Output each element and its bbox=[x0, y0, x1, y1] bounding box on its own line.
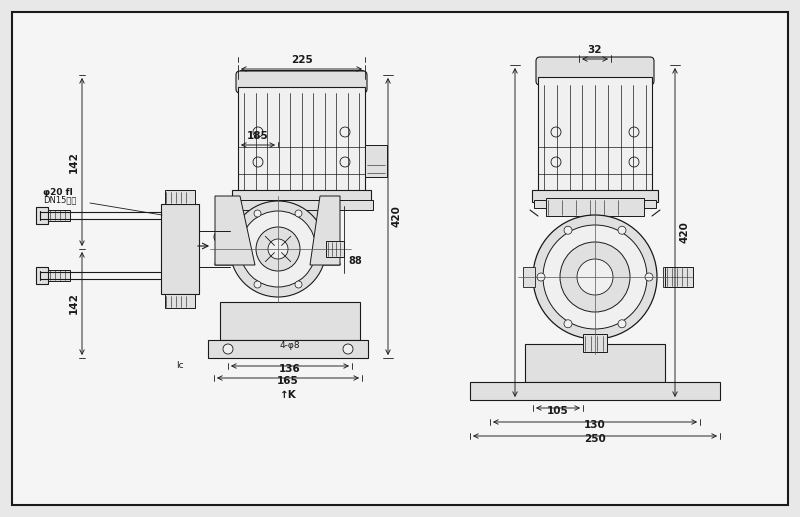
Polygon shape bbox=[310, 196, 340, 265]
Circle shape bbox=[253, 157, 263, 167]
Bar bbox=[36, 267, 48, 284]
Bar bbox=[232, 190, 371, 202]
Circle shape bbox=[629, 157, 639, 167]
Text: φ20 fl: φ20 fl bbox=[43, 188, 73, 197]
Circle shape bbox=[253, 127, 263, 137]
Text: 142: 142 bbox=[69, 293, 79, 314]
Bar bbox=[665, 267, 693, 287]
Bar bbox=[230, 200, 373, 210]
Polygon shape bbox=[215, 202, 340, 265]
Circle shape bbox=[543, 225, 647, 329]
Circle shape bbox=[240, 211, 316, 287]
Bar bbox=[165, 190, 195, 204]
Text: 165: 165 bbox=[277, 376, 299, 386]
Bar bbox=[538, 77, 652, 194]
Circle shape bbox=[564, 320, 572, 328]
Text: 420: 420 bbox=[679, 222, 689, 244]
Bar bbox=[525, 344, 665, 382]
Circle shape bbox=[564, 226, 572, 234]
Circle shape bbox=[629, 127, 639, 137]
Circle shape bbox=[315, 246, 322, 252]
Bar bbox=[470, 382, 720, 400]
Circle shape bbox=[234, 246, 241, 252]
Text: 32: 32 bbox=[588, 45, 602, 55]
Circle shape bbox=[551, 127, 561, 137]
Circle shape bbox=[223, 344, 233, 354]
Bar bbox=[240, 70, 363, 96]
Bar bbox=[365, 145, 387, 177]
Text: 88: 88 bbox=[348, 256, 362, 266]
Circle shape bbox=[230, 201, 326, 297]
Bar bbox=[523, 267, 535, 287]
Circle shape bbox=[214, 231, 226, 243]
Bar bbox=[326, 241, 344, 257]
Text: 185: 185 bbox=[247, 131, 269, 141]
FancyBboxPatch shape bbox=[236, 71, 367, 93]
Bar bbox=[220, 302, 360, 340]
Circle shape bbox=[537, 273, 545, 281]
Circle shape bbox=[618, 226, 626, 234]
Text: ↑K: ↑K bbox=[280, 390, 296, 400]
Circle shape bbox=[295, 281, 302, 288]
Bar bbox=[532, 190, 658, 202]
Text: 225: 225 bbox=[290, 55, 312, 65]
Bar bbox=[238, 87, 365, 194]
Circle shape bbox=[268, 239, 288, 259]
Text: DN15法兰: DN15法兰 bbox=[43, 195, 76, 204]
Bar bbox=[534, 200, 656, 208]
Bar bbox=[546, 198, 644, 216]
Circle shape bbox=[340, 157, 350, 167]
Bar bbox=[165, 294, 195, 308]
Circle shape bbox=[645, 273, 653, 281]
Polygon shape bbox=[215, 196, 255, 265]
Circle shape bbox=[343, 344, 353, 354]
Bar bbox=[583, 334, 607, 352]
Circle shape bbox=[254, 210, 261, 217]
Text: 105: 105 bbox=[547, 406, 569, 416]
Bar bbox=[36, 207, 48, 224]
Text: 130: 130 bbox=[584, 420, 606, 430]
Circle shape bbox=[256, 227, 300, 271]
Text: 250: 250 bbox=[584, 434, 606, 444]
Circle shape bbox=[551, 157, 561, 167]
Circle shape bbox=[618, 320, 626, 328]
Circle shape bbox=[340, 127, 350, 137]
Bar bbox=[663, 267, 675, 287]
Bar bbox=[208, 340, 368, 358]
Bar bbox=[48, 270, 70, 281]
Text: lc: lc bbox=[176, 361, 184, 371]
Bar bbox=[235, 200, 368, 208]
Text: 142: 142 bbox=[69, 151, 79, 173]
Bar bbox=[48, 210, 70, 221]
Circle shape bbox=[560, 242, 630, 312]
Bar bbox=[161, 204, 199, 294]
Text: 420: 420 bbox=[392, 206, 402, 227]
Text: 4-φ8: 4-φ8 bbox=[280, 342, 300, 351]
Circle shape bbox=[254, 281, 261, 288]
Text: 136: 136 bbox=[279, 364, 301, 374]
Circle shape bbox=[295, 210, 302, 217]
Circle shape bbox=[533, 215, 657, 339]
Circle shape bbox=[577, 259, 613, 295]
Bar bbox=[215, 233, 227, 245]
FancyBboxPatch shape bbox=[536, 57, 654, 85]
